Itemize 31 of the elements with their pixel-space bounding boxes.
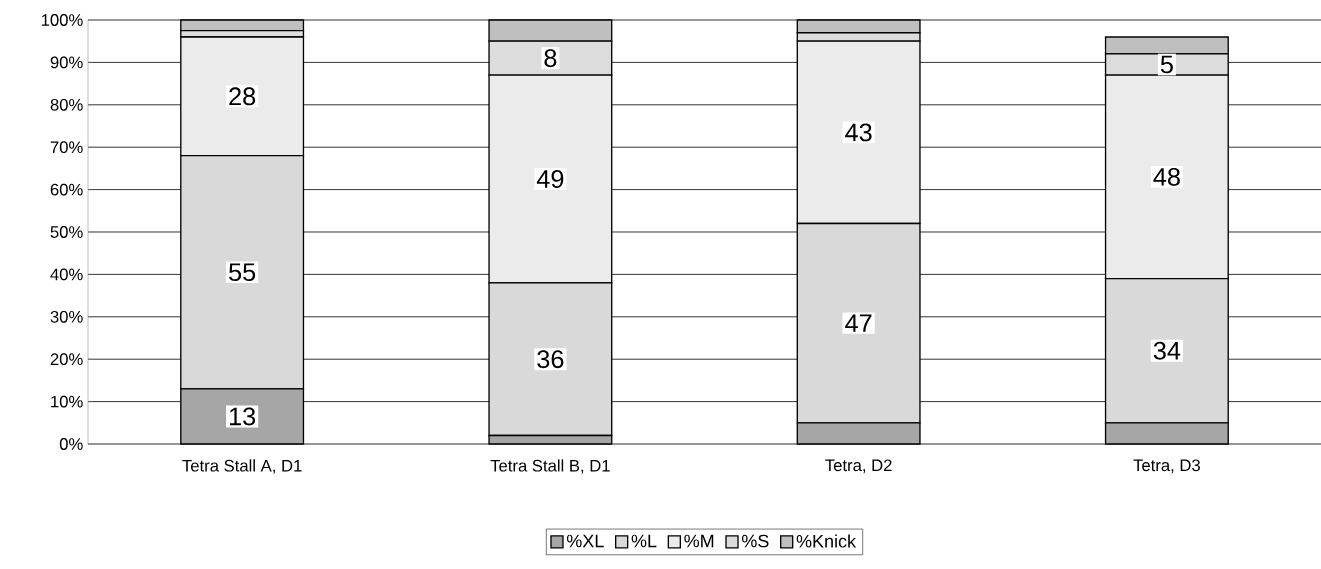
data-label: 28 <box>229 87 256 106</box>
y-tick-label: 80% <box>50 98 83 111</box>
y-tick-label: 30% <box>50 310 83 323</box>
data-label: 8 <box>544 49 557 68</box>
data-label: 49 <box>536 170 564 188</box>
legend-label: %XL <box>566 534 604 548</box>
x-tick-label: Tetra, D3 <box>1133 459 1200 474</box>
x-tick-label: Tetra, D2 <box>825 459 892 474</box>
legend-label: %S <box>741 534 769 548</box>
legend-label: %L <box>631 534 657 548</box>
data-label: 34 <box>1153 341 1181 360</box>
x-tick-label: Tetra Stall B, D1 <box>490 459 610 474</box>
data-label: 13 <box>229 407 256 426</box>
y-tick-label: 10% <box>51 395 83 408</box>
y-tick-label: 100% <box>41 14 83 26</box>
y-tick-label: 0% <box>59 438 83 450</box>
y-tick-label: 60% <box>50 183 83 196</box>
x-tick-label: Tetra Stall A, D1 <box>182 459 302 474</box>
data-label: 36 <box>537 350 564 369</box>
y-tick-label: 50% <box>50 226 83 238</box>
data-label: 55 <box>229 263 256 282</box>
data-label: 5 <box>1160 55 1173 74</box>
data-label: 48 <box>1153 167 1180 186</box>
y-tick-label: 40% <box>50 268 83 281</box>
y-tick-label: 20% <box>50 353 83 366</box>
data-label: 43 <box>845 123 872 142</box>
y-tick-label: 70% <box>50 141 83 154</box>
legend-label: %M <box>684 534 714 548</box>
data-label: 47 <box>845 314 872 332</box>
legend-label: %Knick <box>796 534 857 548</box>
y-tick-label: 90% <box>50 56 83 69</box>
